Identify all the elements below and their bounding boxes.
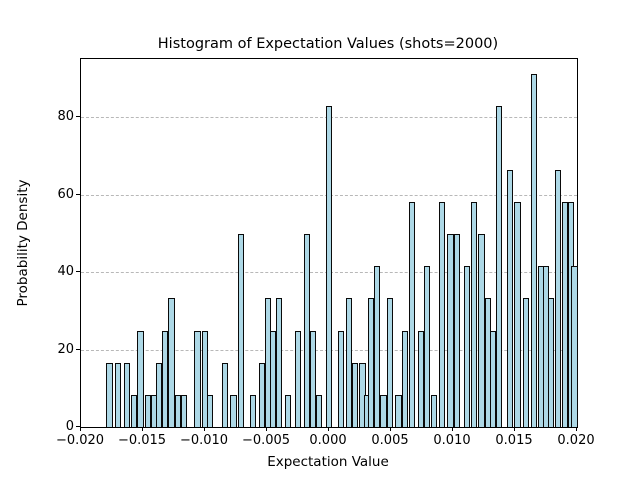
- histogram-bar: [201, 330, 209, 427]
- histogram-bar: [174, 394, 181, 427]
- histogram-bar: [395, 394, 402, 427]
- histogram-bar: [351, 362, 359, 427]
- histogram-bar: [309, 330, 316, 427]
- x-tick-label: −0.005: [241, 433, 291, 448]
- histogram-bar: [276, 298, 283, 427]
- histogram-bar: [206, 394, 214, 427]
- x-tick-mark: [204, 427, 205, 431]
- histogram-bar: [547, 298, 555, 427]
- histogram-bar: [284, 394, 292, 427]
- histogram-bar: [368, 298, 375, 427]
- histogram-bar: [523, 298, 530, 427]
- x-tick-label: 0.000: [309, 433, 347, 448]
- y-tick-label: 40: [57, 264, 74, 280]
- histogram-bar: [478, 234, 485, 427]
- histogram-bar: [489, 330, 496, 427]
- histogram-bar: [194, 330, 201, 427]
- y-tick-mark: [76, 271, 80, 273]
- x-tick-label: −0.010: [179, 433, 229, 448]
- histogram-bar: [374, 266, 381, 427]
- x-tick-mark: [514, 427, 515, 431]
- y-tick-label: 80: [57, 109, 74, 125]
- histogram-bar: [555, 170, 562, 427]
- histogram-bar: [561, 202, 568, 427]
- histogram-bar: [258, 362, 266, 427]
- x-tick-label: −0.015: [117, 433, 167, 448]
- histogram-bar: [180, 394, 187, 427]
- x-tick-label: −0.020: [55, 433, 105, 448]
- x-tick-label: 0.010: [433, 433, 471, 448]
- y-axis-label: Probability Density: [15, 179, 31, 307]
- histogram-bar: [447, 234, 454, 427]
- plot-area: [80, 58, 578, 428]
- histogram-bar: [123, 362, 130, 427]
- histogram-bar: [463, 266, 470, 427]
- x-tick-mark: [328, 427, 329, 431]
- y-tick-label: 20: [57, 341, 74, 357]
- x-tick-label: 0.020: [557, 433, 595, 448]
- y-tick-mark: [76, 426, 80, 427]
- histogram-bar: [294, 330, 302, 427]
- histogram-bar: [423, 266, 431, 427]
- histogram-bar: [156, 362, 163, 427]
- histogram-bar: [237, 234, 245, 427]
- x-tick-mark: [576, 427, 577, 431]
- y-tick-mark: [76, 116, 80, 118]
- y-tick-label: 60: [57, 186, 74, 202]
- histogram-bar: [380, 394, 387, 427]
- x-tick-mark: [452, 427, 453, 431]
- x-axis-label: Expectation Value: [267, 454, 389, 470]
- histogram-bar: [514, 202, 521, 427]
- x-tick-mark: [390, 427, 391, 431]
- histogram-bar: [431, 394, 438, 427]
- x-tick-label: 0.005: [371, 433, 409, 448]
- histogram-bar: [131, 394, 138, 427]
- histogram-bar: [221, 362, 228, 427]
- histogram-bar: [168, 298, 175, 427]
- histogram-bar: [230, 394, 237, 427]
- histogram-bar: [338, 330, 345, 427]
- histogram-bar: [438, 202, 445, 427]
- histogram-bar: [115, 362, 122, 427]
- histogram-bar: [303, 234, 310, 427]
- y-tick-mark: [76, 193, 80, 195]
- y-tick-label: 0: [65, 419, 74, 434]
- histogram-bar: [571, 266, 578, 427]
- histogram-bar: [453, 234, 460, 427]
- histogram-bar: [401, 330, 408, 427]
- y-tick-mark: [76, 348, 80, 350]
- x-tick-label: 0.015: [495, 433, 533, 448]
- histogram-bar: [325, 105, 333, 427]
- histogram-bar: [470, 202, 478, 427]
- x-tick-mark: [142, 427, 143, 431]
- histogram-bar: [530, 73, 537, 427]
- histogram-bar: [359, 362, 366, 427]
- histogram-bar: [315, 394, 323, 427]
- histogram-bar: [506, 170, 514, 427]
- x-tick-mark: [80, 427, 81, 431]
- histogram-bar: [417, 330, 424, 427]
- histogram-bar: [106, 362, 113, 427]
- histogram-bar: [137, 330, 144, 427]
- histogram-bar: [495, 105, 502, 427]
- histogram-bar: [250, 394, 257, 427]
- histogram-bar: [270, 330, 277, 427]
- x-tick-mark: [266, 427, 267, 431]
- histogram-bar: [144, 394, 152, 427]
- histogram-bar: [408, 202, 416, 427]
- chart-title: Histogram of Expectation Values (shots=2…: [157, 36, 499, 52]
- histogram-bar: [345, 298, 352, 427]
- histogram-bar: [386, 298, 393, 427]
- histogram-bar: [162, 330, 169, 427]
